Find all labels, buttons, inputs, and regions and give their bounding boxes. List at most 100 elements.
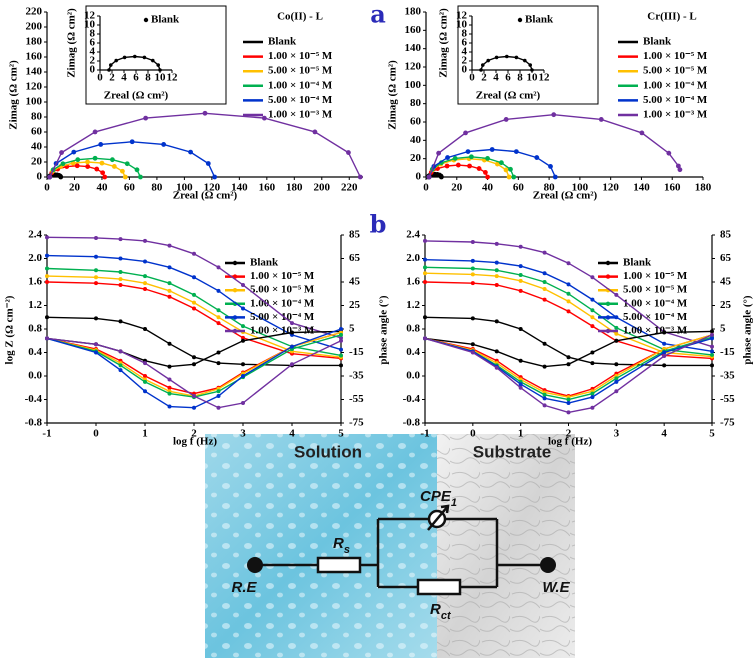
x-tick-label: 3 — [240, 428, 246, 440]
data-point — [138, 174, 143, 180]
cpe-arrow — [427, 504, 450, 531]
data-point — [118, 256, 123, 261]
x-axis-label: Zreal (Ω cm²) — [173, 190, 238, 202]
data-point — [216, 288, 221, 293]
y-tick-label: 0.0 — [28, 370, 42, 382]
y-tick-label: 0.0 — [406, 370, 420, 382]
data-point — [542, 392, 547, 397]
data-point — [47, 174, 53, 180]
x-tick-label: 100 — [176, 182, 193, 194]
data-point — [290, 344, 294, 349]
x-tick-label: 0 — [44, 182, 50, 194]
x-tick-label: 12 — [539, 72, 551, 84]
data-point — [109, 157, 115, 163]
fit-line — [49, 141, 216, 178]
data-point — [241, 362, 245, 367]
legend-label: 5.00 × 10⁻⁵ M — [250, 284, 315, 296]
data-point — [489, 147, 495, 152]
y-tick-label: -0.8 — [25, 417, 43, 429]
data-point — [530, 68, 534, 72]
data-point — [192, 300, 196, 305]
x-tick-label: 1 — [142, 428, 148, 440]
data-point — [452, 155, 458, 161]
data-point — [339, 327, 343, 331]
y2-tick-label: 5 — [720, 323, 726, 335]
x-tick-label: 140 — [633, 182, 650, 194]
data-point — [662, 354, 667, 359]
element-label: CPE1 — [420, 488, 457, 509]
data-point — [122, 174, 128, 180]
data-point — [122, 55, 127, 60]
data-point — [60, 161, 66, 167]
data-point — [514, 55, 519, 60]
fit-line — [424, 266, 713, 356]
data-point — [167, 243, 172, 248]
data-point — [470, 281, 475, 286]
data-point — [590, 350, 595, 355]
data-point — [241, 324, 245, 329]
data-point — [192, 405, 196, 410]
fit-line — [46, 281, 342, 360]
y-tick-label: 120 — [405, 61, 422, 73]
x-tick-label: 2 — [191, 428, 197, 440]
inset-frame — [85, 5, 227, 105]
x-tick-label: 2 — [109, 72, 115, 84]
data-point — [45, 280, 49, 284]
data-point — [192, 355, 196, 360]
data-point — [566, 291, 571, 296]
data-point — [614, 379, 619, 384]
data-point — [216, 350, 221, 355]
data-point — [216, 405, 221, 410]
data-point — [167, 265, 172, 270]
x-tick-label: 40 — [482, 182, 494, 194]
data-point — [94, 166, 100, 172]
data-point — [470, 266, 475, 271]
x-tick-label: 200 — [314, 182, 331, 194]
y2-tick-label: -75 — [720, 417, 735, 429]
x-tick-label: 180 — [695, 182, 712, 194]
element-symbol: R — [430, 601, 441, 618]
data-point — [542, 341, 547, 346]
x-tick-label: 4 — [661, 428, 667, 440]
data-point — [167, 377, 172, 382]
x-tick-label: -1 — [42, 428, 51, 440]
x-tick-label: 60 — [513, 182, 525, 194]
data-point — [542, 364, 547, 369]
y-tick-label: 140 — [405, 42, 422, 54]
data-point — [542, 403, 547, 408]
y-axis-label: Zimag (Ω cm²) — [438, 8, 450, 78]
data-point — [590, 315, 595, 320]
data-point — [506, 174, 512, 180]
fit-line — [424, 272, 713, 358]
data-point — [476, 166, 482, 171]
y-tick-label: 0.8 — [406, 323, 420, 335]
data-point — [120, 168, 125, 174]
y-tick-label: -0.4 — [403, 393, 421, 405]
data-point — [85, 164, 91, 169]
data-point — [662, 350, 667, 355]
y-tick-label: 220 — [26, 6, 43, 18]
data-point — [505, 54, 509, 59]
x-tick-label: 10 — [155, 72, 167, 84]
data-point — [423, 257, 427, 262]
data-point — [518, 244, 523, 249]
data-point — [216, 361, 221, 366]
legend-swatch — [605, 301, 611, 306]
data-point — [339, 338, 343, 343]
data-point — [143, 327, 147, 331]
legend-label: 1.00 × 10⁻⁴ M — [643, 79, 708, 91]
x-axis-label: Zreal (Ω cm²) — [104, 90, 169, 102]
data-point — [161, 142, 167, 147]
legend-label: 1.00 × 10⁻⁵ M — [623, 270, 688, 282]
panel-label: b — [370, 210, 387, 239]
data-point — [511, 174, 517, 180]
legend-label: 1.00 × 10⁻⁴ M — [250, 297, 315, 309]
data-point — [143, 274, 147, 279]
data-point — [494, 274, 499, 279]
y2-tick-label: -55 — [720, 393, 735, 405]
data-point — [438, 174, 444, 180]
data-point — [590, 361, 595, 366]
y-axis-label: Zimag (Ω cm²) — [8, 60, 20, 130]
legend-swatch — [605, 328, 611, 334]
